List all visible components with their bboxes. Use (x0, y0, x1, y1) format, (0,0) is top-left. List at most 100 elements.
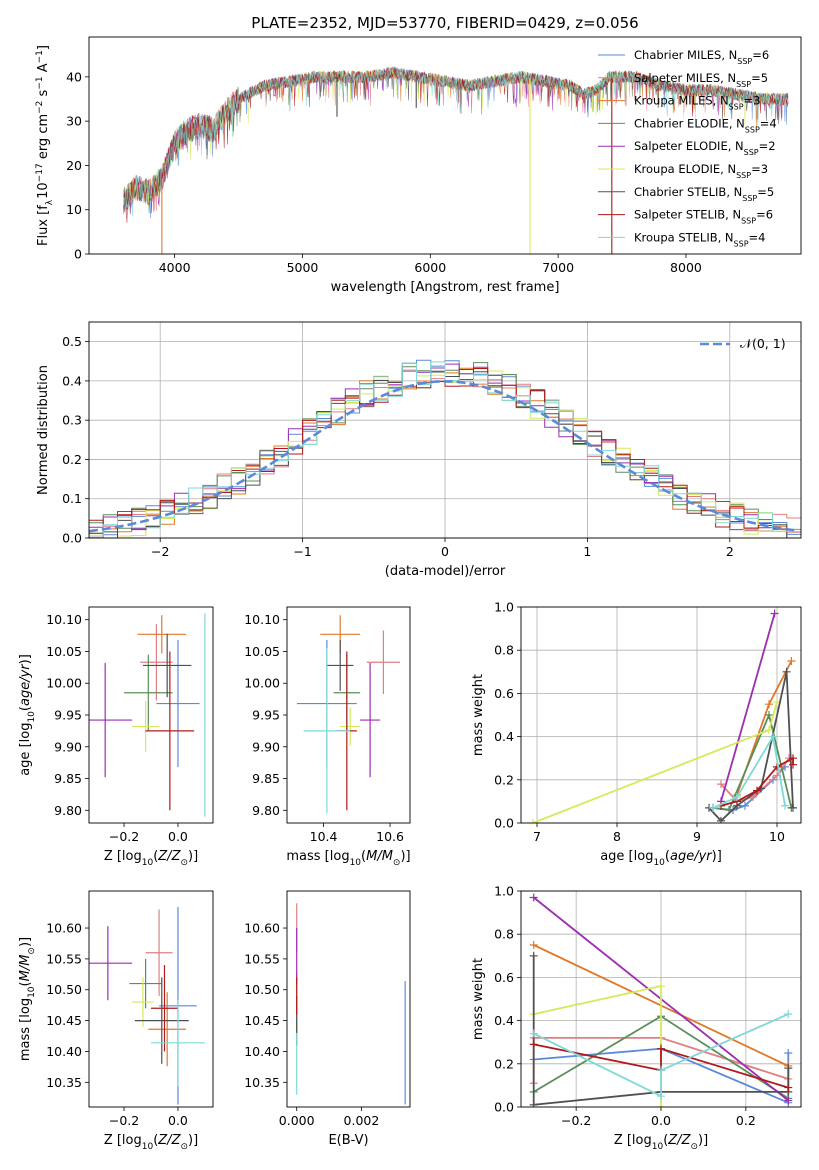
label-part: ⊙ (690, 1142, 698, 1152)
y-tick-label: 0 (74, 247, 82, 262)
point-marker-salpeter-stelib (753, 786, 761, 795)
y-tick-label: 10.40 (46, 1044, 82, 1059)
point-marker-kroupa-miles (765, 700, 773, 709)
point-marker-salpeter-stelib (657, 1044, 665, 1053)
x-tick-label: 4000 (159, 260, 191, 275)
point-marker-chabrier-stelib (784, 1064, 793, 1073)
point-marker-salpeter-stelib (789, 760, 797, 769)
series-kroupa-stelib (712, 734, 786, 809)
legend-sub: SSP (736, 79, 751, 88)
legend-sub: SSP (741, 216, 756, 225)
point-marker-kroupa-stelib (529, 1029, 538, 1038)
y-tick-label: 9.90 (252, 739, 280, 754)
legend-value: =3 (744, 94, 761, 108)
y-tick-label: 10.45 (46, 1013, 82, 1028)
point-marker-chabrier-miles (784, 1049, 793, 1057)
label-part: age/yr (18, 663, 33, 706)
y-tick-label: 10.50 (244, 982, 280, 997)
axes-frame (286, 606, 411, 824)
legend-value: =6 (756, 208, 773, 222)
label-part: 10 (142, 1142, 154, 1152)
label-part: −1 (35, 76, 45, 89)
plot-area (89, 907, 205, 1105)
label-part: ] (36, 45, 51, 50)
point-marker-salpeter-stelib (529, 1040, 538, 1049)
legend-entry: Kroupa ELODIE, NSSP=3 (634, 162, 768, 180)
axes-frame (520, 890, 802, 1108)
label-part: mass [log (286, 849, 349, 864)
y-tick-label: 30 (66, 114, 82, 129)
y-tick-label: 9.80 (252, 803, 280, 818)
legend-sub: SSP (737, 57, 752, 66)
point-marker-kroupa-stelib (709, 803, 717, 812)
point-marker-chabrier-stelib (529, 951, 538, 960)
label-part: −17 (35, 163, 45, 182)
label-part: ( (361, 849, 366, 864)
point-marker-kroupa-elodie (657, 1103, 665, 1107)
legend-name: Salpeter MILES, N (634, 71, 736, 85)
y-tick-label: 10.05 (244, 644, 280, 659)
y-axis-label: age [log10(age/yr)] (18, 654, 37, 776)
axes-frame (88, 36, 802, 255)
legend-sub: SSP (736, 171, 751, 180)
label-part: ⊙ (27, 947, 37, 955)
label-part: )] (188, 1133, 198, 1148)
x-tick-label: 7000 (542, 260, 574, 275)
label-part: age/yr (670, 849, 713, 864)
label-part: Normed distribution (36, 365, 51, 495)
point-marker-chabrier-stelib (529, 1100, 538, 1107)
label-part: 10 (27, 711, 37, 723)
y-axis-label: mass weight (471, 958, 486, 1040)
axes-frame (286, 890, 411, 1108)
y-tick-label: 10.05 (46, 644, 82, 659)
legend-value: =5 (757, 185, 774, 199)
point-marker-chabrier-stelib (789, 803, 797, 812)
age-vs-mass-panel: 10.4 10.6 9.80 9.85 9.90 9.95 10.00 10.05 10.10 m… (244, 606, 411, 868)
point-marker-kroupa-elodie (529, 819, 537, 823)
label-part: Z/Z (667, 1133, 691, 1148)
y-tick-label: 9.85 (252, 771, 280, 786)
x-axis-label: (data-model)/error (385, 564, 506, 579)
legend-name: Kroupa MILES, N (634, 94, 729, 108)
label-part: Z [log (614, 1133, 652, 1148)
x-tick-label: 0 (441, 544, 449, 559)
label-part: )] (18, 654, 33, 664)
label-part: mass weight (471, 674, 486, 756)
x-tick-label: −0.2 (561, 1113, 591, 1128)
point-marker-kroupa-miles (529, 941, 538, 949)
x-tick-label: 5000 (287, 260, 319, 275)
y-tick-label: 0.3 (62, 413, 82, 428)
axes-frame (88, 321, 802, 539)
legend-name: Kroupa ELODIE, N (634, 162, 736, 176)
label-part: mass [log (18, 998, 33, 1061)
legend-value: =2 (759, 139, 776, 153)
plot-area (123, 66, 789, 254)
legend-name: Chabrier ELODIE, N (634, 116, 745, 130)
label-part: E(B-V) (328, 1133, 368, 1148)
x-axis-label: Z [log10(Z/Z⊙)] (104, 1133, 198, 1152)
label-part: Z [log (104, 849, 142, 864)
y-tick-label: 10.10 (46, 612, 82, 627)
x-axis-label: Z [log10(Z/Z⊙)] (104, 849, 198, 868)
y-tick-label: 9.95 (252, 708, 280, 723)
label-part: M/M (366, 849, 393, 864)
y-axis-label: Flux [fλ10−17 erg cm−2 s−1 A−1] (35, 45, 55, 246)
plot-area (89, 359, 801, 538)
legend-entry: Salpeter ELODIE, NSSP=2 (634, 139, 776, 157)
label-part: )] (18, 937, 33, 947)
y-tick-label: 0.4 (494, 729, 514, 744)
y-tick-label: 10.60 (46, 921, 82, 936)
y-tick-label: 9.85 (54, 771, 82, 786)
x-tick-label: −0.2 (109, 829, 139, 844)
legend-entry: Salpeter MILES, NSSP=5 (634, 71, 768, 89)
series-kroupa-stelib (533, 1013, 789, 1098)
age-vs-z-panel: −0.2 0.0 9.80 9.85 9.90 9.95 10.00 10.05 10.10 Z … (18, 606, 214, 868)
point-marker-kroupa-stelib (784, 1010, 793, 1019)
plot-area (296, 615, 401, 814)
legend-entry: Salpeter STELIB, NSSP=6 (634, 208, 773, 226)
point-marker-kroupa-stelib (657, 1092, 665, 1101)
y-tick-label: 10.10 (244, 612, 280, 627)
series-salpeter-stelib (533, 1043, 789, 1089)
